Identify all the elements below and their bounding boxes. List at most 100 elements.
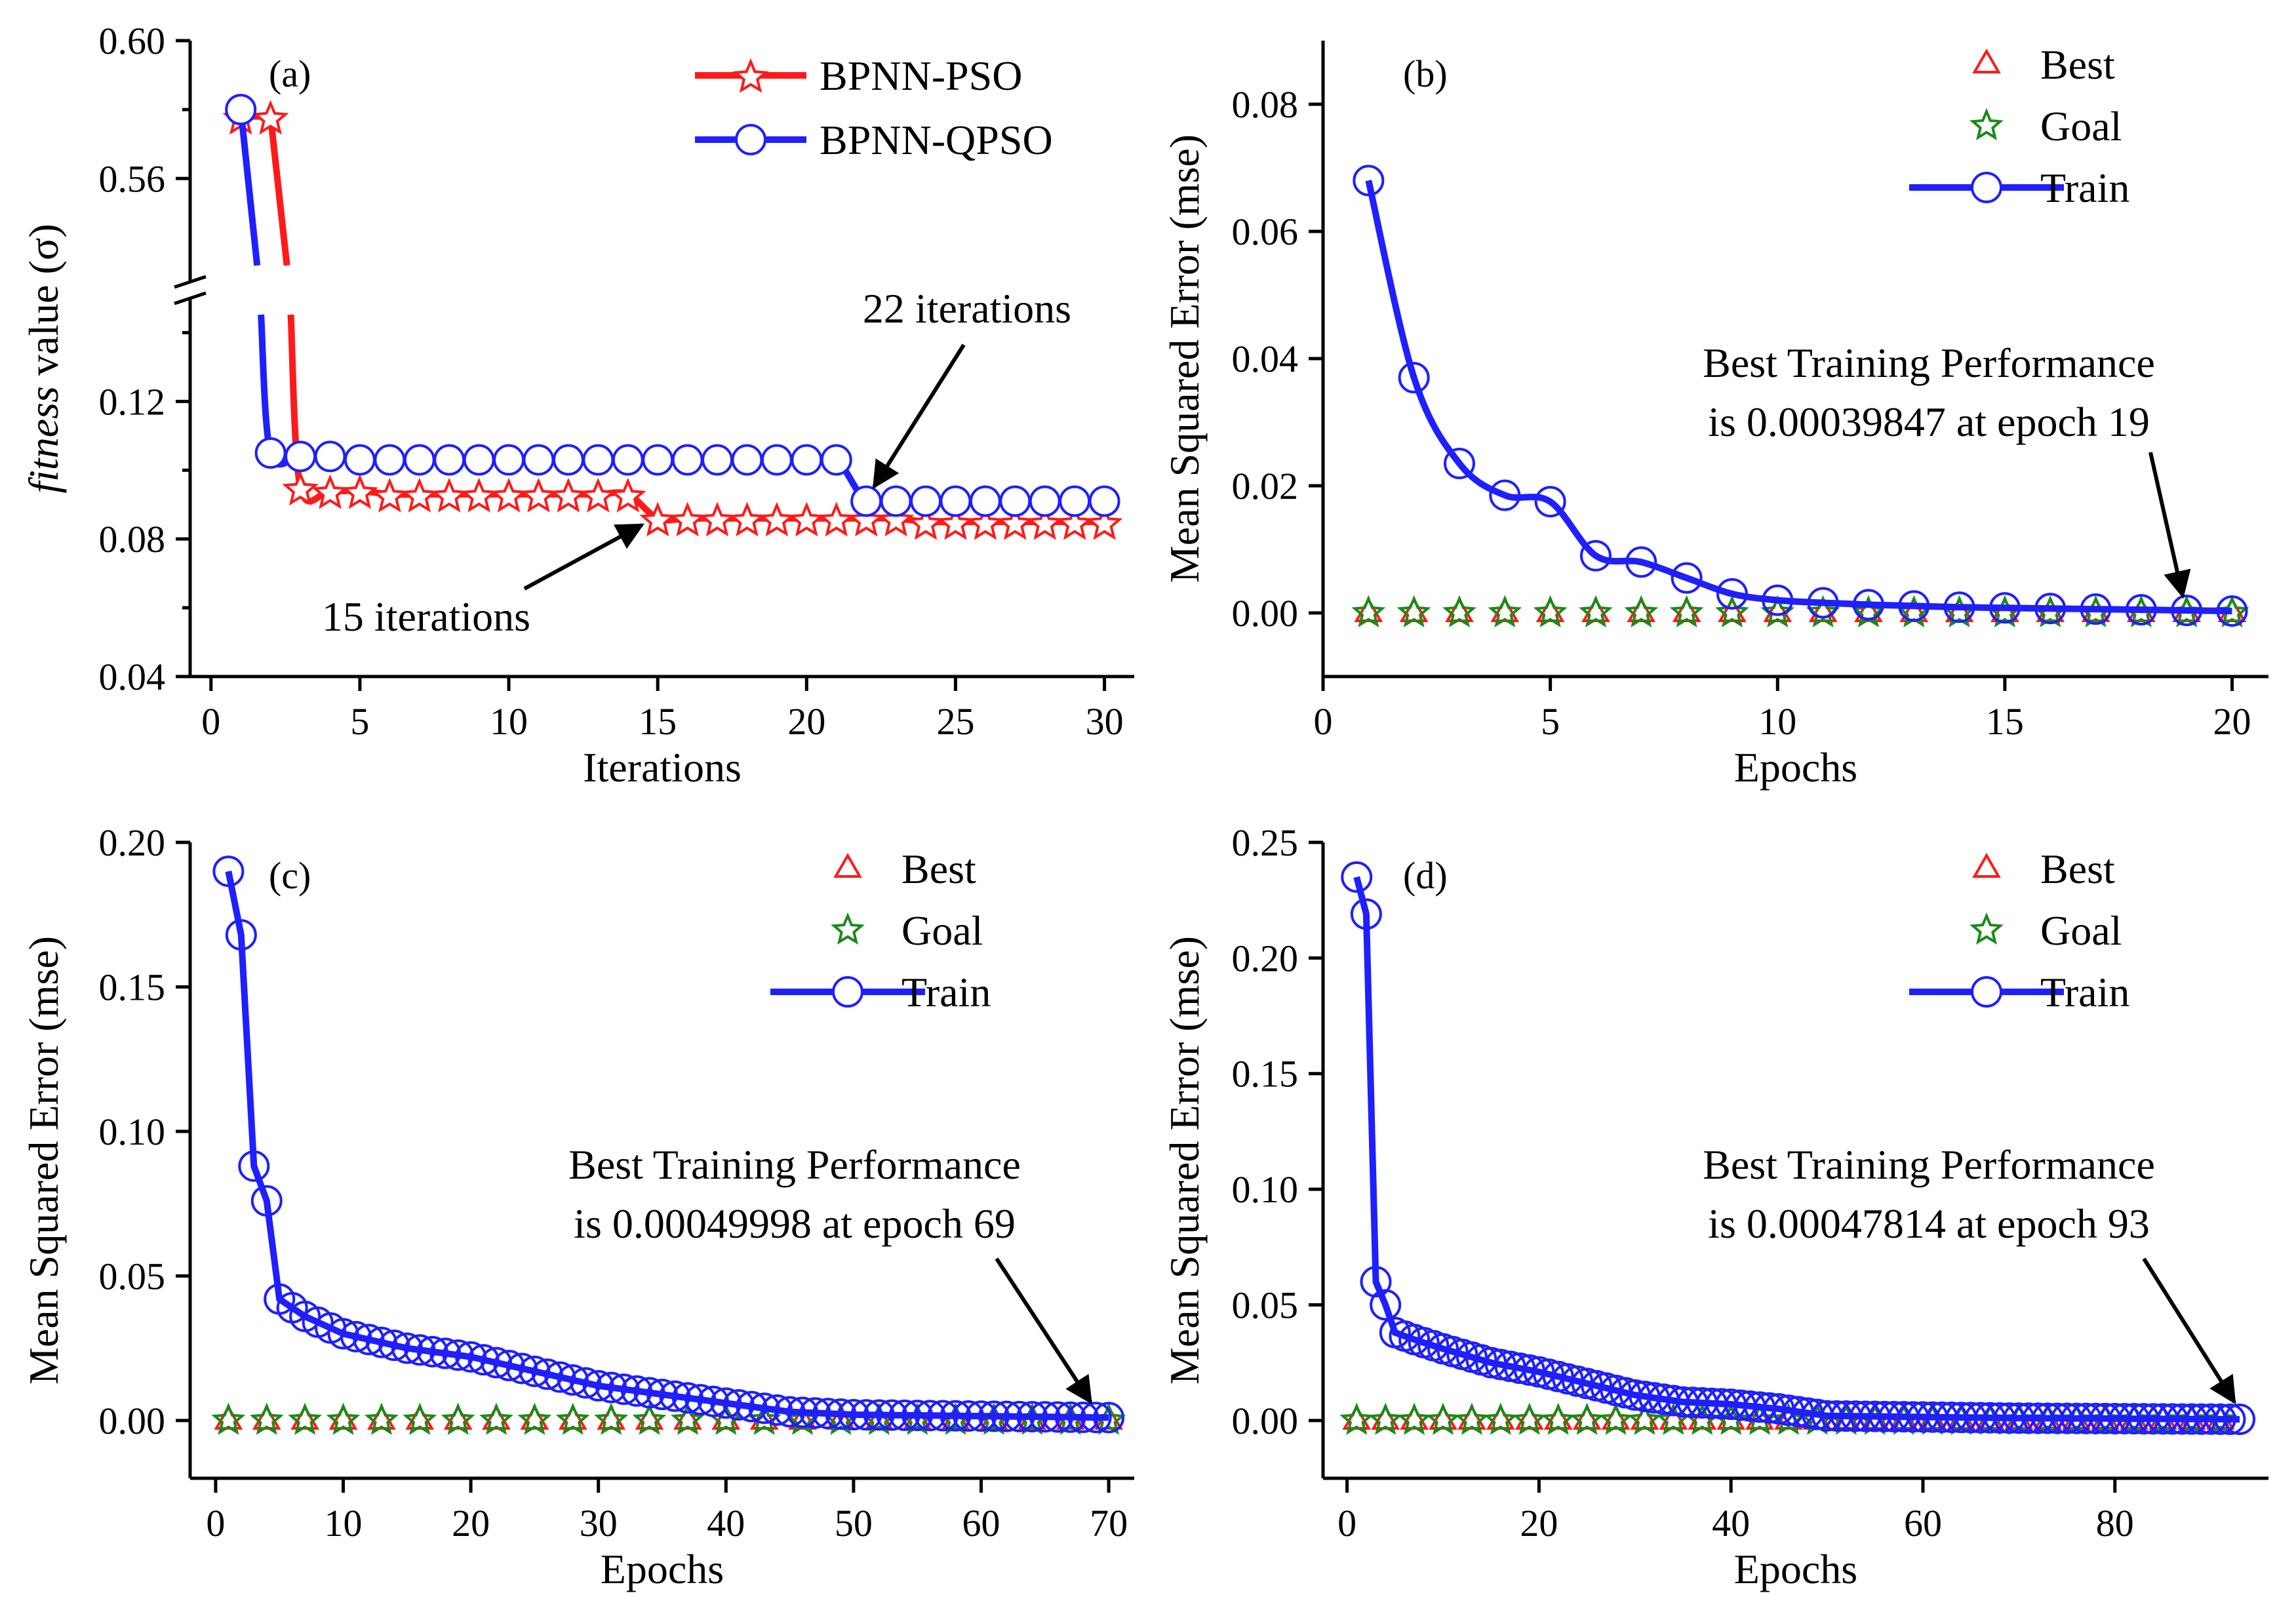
train-point [1353,165,1385,197]
data-point-star [1056,505,1093,540]
best-marker [1429,1404,1457,1430]
data-point-star [669,501,706,537]
axis-break-mark [174,291,207,305]
legend-train-marker [1971,976,2002,1008]
data-point-star [877,501,915,537]
data-point-star [728,501,766,537]
legend-train-label: Train [2040,969,2129,1015]
annotation-line-1: Best Training Performance [1703,340,2155,386]
best-marker [1572,1404,1602,1430]
data-point-star [520,477,557,513]
best-marker [1543,1404,1573,1430]
y-tick-label: 0.05 [1232,1284,1299,1326]
annotation-arrow [872,344,966,490]
goal-marker [671,1402,705,1435]
data-point-circle [374,444,406,476]
y-tick-label: 0.08 [1232,83,1299,126]
y-tick-label: 0.12 [99,380,166,423]
best-marker [635,1404,664,1430]
data-point-star [252,100,289,135]
best-marker [1445,597,1474,622]
best-marker [558,1404,587,1430]
goal-marker [1624,595,1659,628]
goal-marker [1339,1402,1374,1435]
best-marker [405,1404,435,1430]
goal-marker [555,1402,590,1435]
data-point-star [431,477,467,513]
legend: Best Goal Train [1909,41,2129,211]
axis-break-mark [174,275,207,289]
best-marker [1672,597,1701,622]
x-tick-label: 20 [787,700,825,743]
train-point [1807,587,1839,619]
y-tick-label: 0.08 [99,518,166,560]
best-marker [1342,1404,1372,1430]
y-tick-label: 0.25 [1232,821,1299,864]
x-tick-label: 70 [1090,1502,1128,1544]
train-point [1534,486,1566,518]
data-point-circle [999,485,1031,517]
best-marker [520,1404,549,1430]
x-tick-label: 10 [325,1502,363,1544]
y-tick-label: 0.04 [1232,338,1299,380]
train-line [1353,876,2240,1423]
data-point-star [788,501,825,537]
y-axis-label-rest: value (σ) [20,224,67,386]
data-point-star [639,501,676,537]
panel-b: 0 5 10 15 20 0.00 0.02 0.04 0.06 0.08 Epochs Mean S… [1161,41,2268,791]
legend: Best Goal Train [1909,846,2129,1015]
goal-marker [1396,595,1431,628]
goal-marker [1598,1402,1633,1435]
goal-marker [1669,595,1704,628]
train-point [1579,540,1612,572]
panel-label: (d) [1403,854,1448,897]
data-point-star [282,471,319,506]
data-point-star [550,477,587,513]
data-point-circle [612,444,644,476]
legend-best-label: Best [2040,41,2115,88]
annotation-line-2: is 0.00039847 at epoch 19 [1708,399,2150,445]
best-marker [1490,597,1520,622]
data-point-star [967,505,1004,540]
y-tick-label: 0.20 [1232,937,1299,979]
goal-marker [1541,1402,1575,1435]
goal-marker [249,1402,284,1435]
x-tick-label: 0 [206,1502,225,1544]
goal-marker [211,1402,246,1435]
best-marker [1535,597,1565,622]
data-point-circle [463,444,495,476]
data-point-star [342,474,378,509]
best-marker [367,1404,396,1430]
x-tick-label: 20 [2213,700,2251,743]
data-point-circle [702,444,734,476]
train-point [2125,594,2157,626]
best-marker [1457,1404,1486,1430]
x-axis-label: Epochs [1734,1546,1857,1592]
data-point-circle [344,444,376,476]
annotation-arrow [523,523,644,591]
series-train [212,855,1125,1434]
data-point-circle [433,444,465,476]
x-tick-label: 15 [639,700,677,743]
legend-goal-marker [1969,912,2004,945]
best-marker [214,1404,243,1430]
y-axis-label: Mean Squared Error (mse) [1161,134,1208,583]
annotation-line-1: Best Training Performance [568,1141,1021,1188]
data-point-circle [1088,485,1120,517]
goal-marker [1512,1402,1547,1435]
best-marker [1400,1404,1429,1430]
train-point [1989,592,2021,624]
data-point-star [699,501,736,537]
annotation-arrow [2142,1257,2236,1405]
best-marker [482,1404,511,1430]
best-marker [1486,1404,1515,1430]
x-tick-label: 30 [1086,700,1124,743]
goal-marker [1442,595,1476,628]
x-tick-label: 5 [1541,700,1560,743]
goal-marker [1483,1402,1518,1435]
data-point-circle [493,444,525,476]
annotation-arrow [995,1257,1093,1405]
data-point-circle [761,444,793,476]
x-tick-label: 20 [452,1502,490,1544]
series-line-lower [258,314,1105,508]
